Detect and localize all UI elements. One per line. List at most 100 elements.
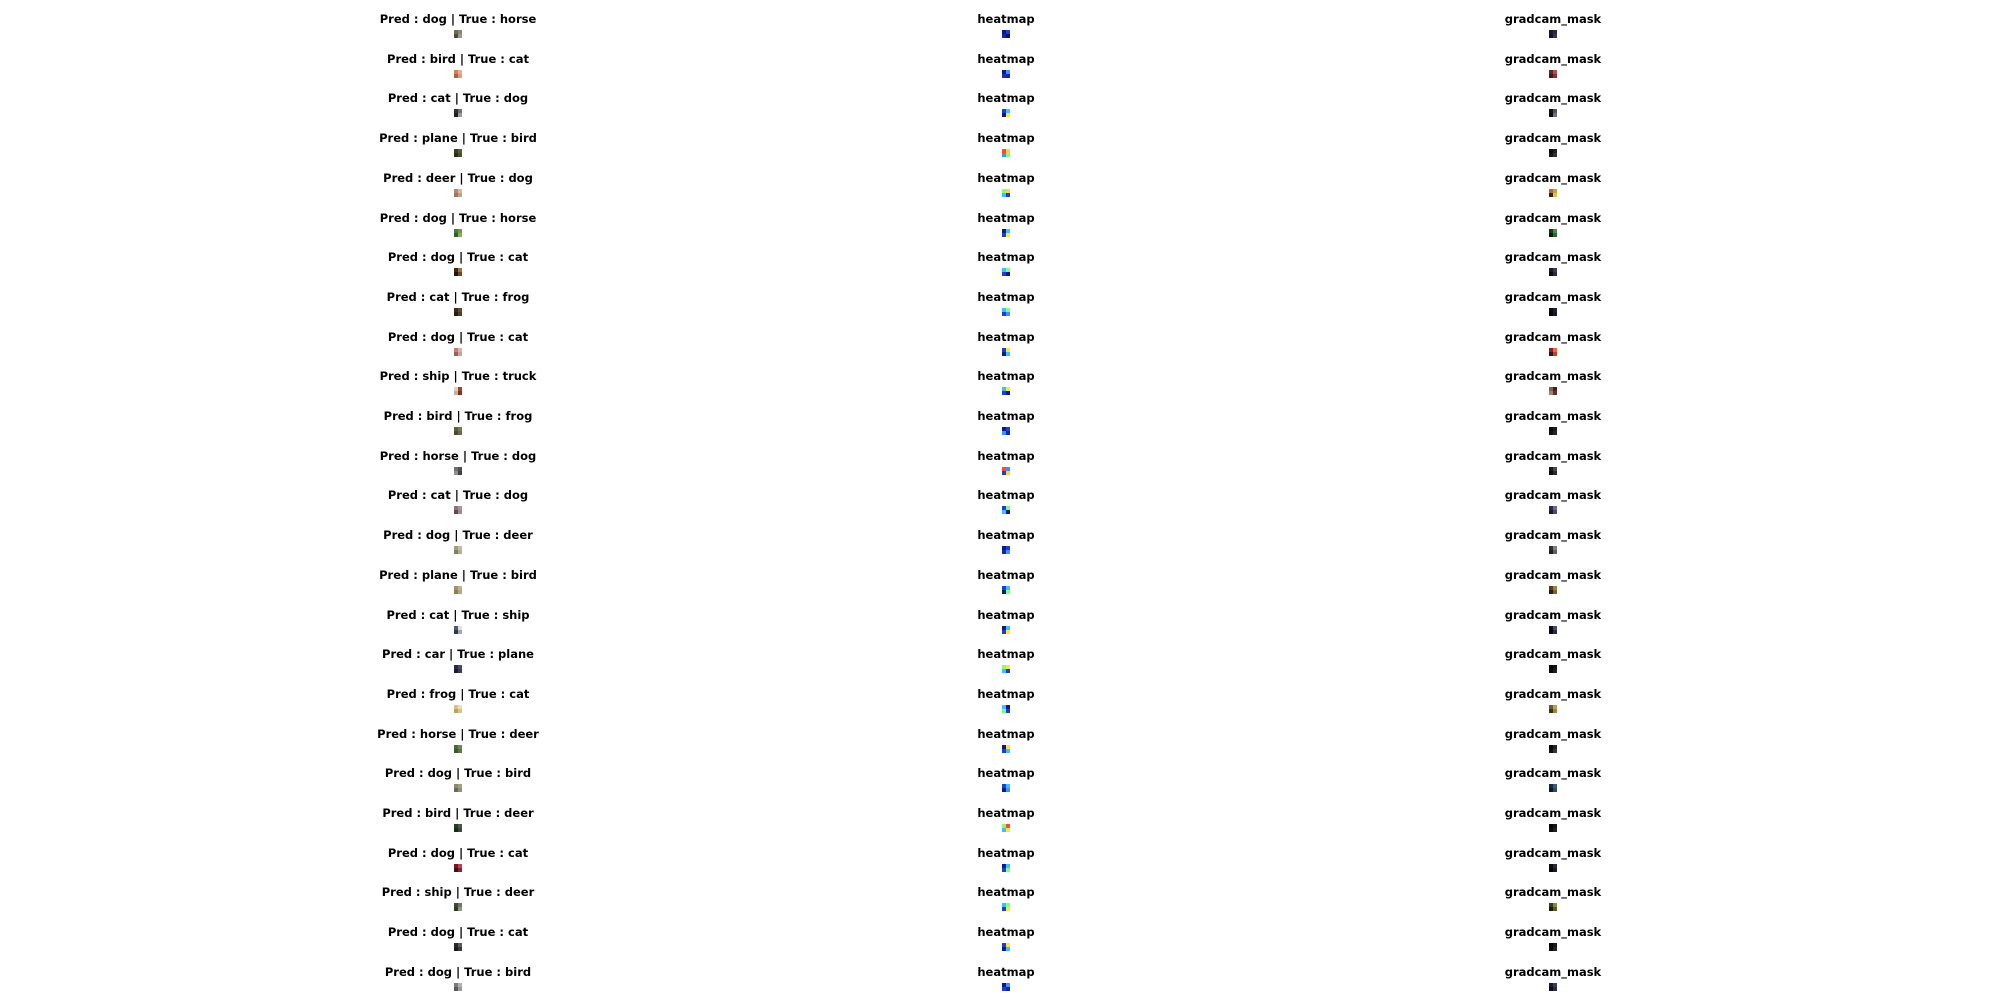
gradcam-mask-thumbnail [1549,69,1557,78]
original-title: Pred : plane | True : bird [379,567,537,582]
original-title: Pred : cat | True : dog [387,91,529,106]
gradcam-mask-title: gradcam_mask [1504,845,1602,860]
heatmap-title: heatmap [977,51,1035,66]
original-thumbnail [454,665,462,674]
original-panel: Pred : bird | True : frog [308,397,608,435]
original-thumbnail [454,744,462,753]
original-panel: Pred : dog | True : bird [308,754,608,793]
heatmap-title: heatmap [977,925,1035,940]
gradcam-mask-thumbnail [1549,506,1557,515]
heatmap-panel: heatmap [856,0,1156,38]
heatmap-thumbnail [1002,268,1010,277]
gradcam-mask-title: gradcam_mask [1504,925,1602,940]
original-title: Pred : cat | True : frog [386,289,530,304]
original-thumbnail [454,30,462,38]
original-panel: Pred : plane | True : bird [308,556,608,594]
heatmap-panel: heatmap [856,834,1156,872]
original-title: Pred : bird | True : frog [383,409,533,423]
original-panel: Pred : dog | True : cat [308,318,608,356]
original-panel: Pred : cat | True : frog [308,278,608,316]
heatmap-thumbnail [1002,149,1010,158]
original-panel: Pred : dog | True : cat [308,834,608,872]
original-thumbnail [454,188,462,197]
heatmap-thumbnail [1002,824,1010,832]
heatmap-panel: heatmap [856,79,1156,118]
original-panel: Pred : bird | True : deer [308,794,608,832]
heatmap-thumbnail [1002,943,1010,952]
heatmap-title: heatmap [977,885,1035,900]
original-title: Pred : dog | True : cat [387,329,529,344]
heatmap-panel: heatmap [856,119,1156,158]
heatmap-title: heatmap [977,528,1035,543]
gradcam-mask-title: gradcam_mask [1504,806,1602,820]
gradcam-mask-title: gradcam_mask [1504,250,1602,265]
heatmap-thumbnail [1002,69,1010,78]
heatmap-title: heatmap [977,567,1035,582]
gradcam-mask-panel: gradcam_mask [1403,238,1703,277]
original-thumbnail [454,625,462,634]
gradcam-mask-thumbnail [1549,546,1557,555]
heatmap-panel: heatmap [856,794,1156,832]
original-title: Pred : horse | True : dog [379,448,537,463]
original-thumbnail [454,824,462,832]
original-panel: Pred : bird | True : cat [308,40,608,78]
gradcam-mask-panel: gradcam_mask [1403,834,1703,872]
heatmap-thumbnail [1002,744,1010,753]
original-panel: Pred : horse | True : dog [308,437,608,475]
original-panel: Pred : cat | True : dog [308,79,608,118]
gradcam-mask-title: gradcam_mask [1504,329,1602,344]
gradcam-mask-panel: gradcam_mask [1403,913,1703,952]
gradcam-mask-title: gradcam_mask [1504,131,1602,146]
original-thumbnail [454,585,462,594]
original-thumbnail [454,903,462,912]
heatmap-panel: heatmap [856,40,1156,78]
heatmap-thumbnail [1002,109,1010,118]
heatmap-panel: heatmap [856,596,1156,634]
heatmap-thumbnail [1002,784,1010,793]
gradcam-mask-title: gradcam_mask [1504,12,1602,26]
original-panel: Pred : cat | True : dog [308,476,608,515]
original-title: Pred : dog | True : bird [384,766,532,781]
heatmap-thumbnail [1002,903,1010,912]
heatmap-thumbnail [1002,863,1010,872]
heatmap-thumbnail [1002,387,1010,396]
gradcam-mask-thumbnail [1549,903,1557,912]
heatmap-panel: heatmap [856,516,1156,555]
heatmap-title: heatmap [977,91,1035,106]
gradcam-mask-thumbnail [1549,784,1557,793]
original-title: Pred : frog | True : cat [386,686,530,701]
gradcam-mask-thumbnail [1549,387,1557,396]
original-panel: Pred : car | True : plane [308,635,608,674]
original-thumbnail [454,268,462,277]
heatmap-thumbnail [1002,466,1010,475]
heatmap-title: heatmap [977,210,1035,225]
original-panel: Pred : cat | True : ship [308,596,608,634]
heatmap-title: heatmap [977,448,1035,463]
original-panel: Pred : dog | True : horse [308,0,608,38]
original-thumbnail [454,546,462,555]
gradcam-mask-title: gradcam_mask [1504,686,1602,701]
original-thumbnail [454,982,462,991]
original-title: Pred : bird | True : deer [382,806,534,820]
gradcam-mask-panel: gradcam_mask [1403,476,1703,515]
heatmap-title: heatmap [977,964,1035,979]
original-title: Pred : ship | True : truck [379,369,537,384]
gradcam-mask-thumbnail [1549,824,1557,832]
heatmap-panel: heatmap [856,715,1156,753]
heatmap-title: heatmap [977,329,1035,344]
gradcam-mask-thumbnail [1549,943,1557,952]
heatmap-thumbnail [1002,347,1010,356]
original-thumbnail [454,387,462,396]
original-panel: Pred : dog | True : deer [308,516,608,555]
heatmap-title: heatmap [977,647,1035,662]
heatmap-thumbnail [1002,30,1010,38]
gradcam-mask-panel: gradcam_mask [1403,40,1703,78]
gradcam-mask-title: gradcam_mask [1504,528,1602,543]
gradcam-mask-thumbnail [1549,228,1557,237]
gradcam-mask-panel: gradcam_mask [1403,953,1703,991]
original-panel: Pred : dog | True : cat [308,238,608,277]
gradcam-mask-thumbnail [1549,109,1557,118]
gradcam-mask-thumbnail [1549,149,1557,158]
gradcam-mask-thumbnail [1549,268,1557,277]
